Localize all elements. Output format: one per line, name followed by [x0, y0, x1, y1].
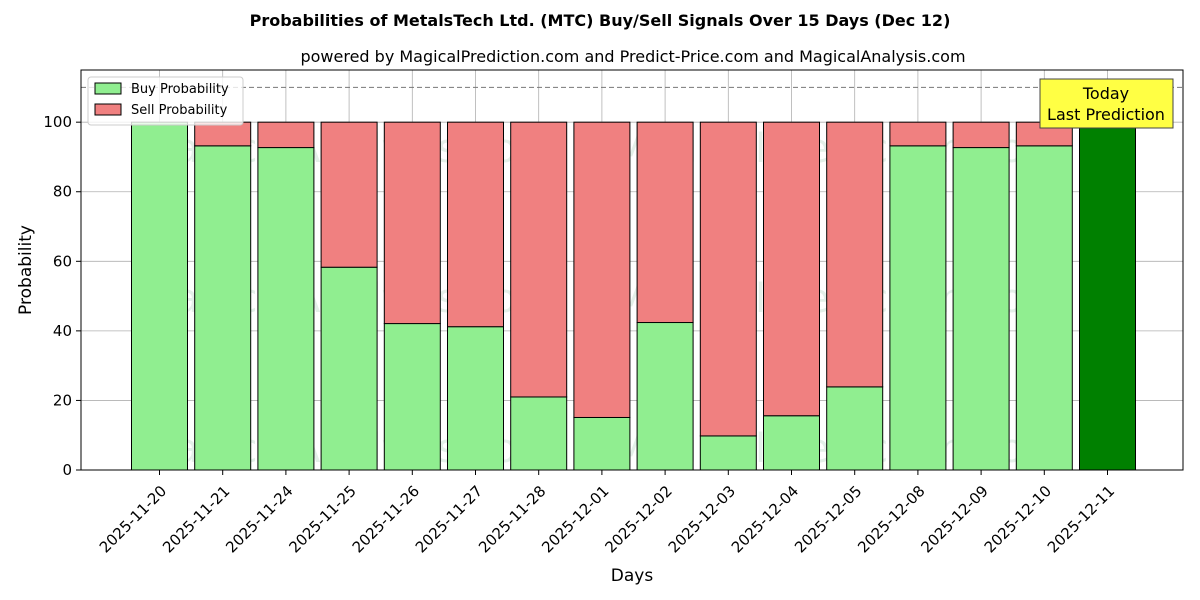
bar-sell-2025-12-03 — [699, 121, 757, 437]
bars-layer — [131, 121, 1136, 471]
x-tick-label: 2025-12-05 — [791, 482, 865, 556]
bar-buy-2025-12-10 — [1015, 145, 1073, 471]
x-tick-label: 2025-12-01 — [538, 482, 612, 556]
bar-buy-2025-12-05 — [826, 386, 884, 471]
legend-buy-swatch — [94, 82, 122, 95]
bar-sell-2025-11-28 — [510, 121, 568, 398]
y-tick-label: 80 — [53, 183, 72, 201]
x-tick-label: 2025-12-11 — [1044, 482, 1118, 556]
bar-sell-2025-12-02 — [636, 121, 694, 324]
bar-buy-2025-12-04 — [763, 415, 820, 471]
y-tick-label: 60 — [53, 252, 72, 270]
bar-buy-2025-11-26 — [383, 323, 441, 471]
legend-box — [87, 76, 244, 126]
bar-buy-2025-12-08 — [889, 145, 947, 471]
chart-subtitle: powered by MagicalPrediction.com and Pre… — [300, 47, 965, 66]
bar-buy-2025-12-01 — [573, 416, 631, 471]
bar-sell-2025-11-25 — [320, 121, 378, 268]
x-tick-label: 2025-12-03 — [665, 482, 739, 556]
legend: Buy Probability Sell Probability — [87, 76, 244, 126]
bar-sell-2025-12-01 — [573, 121, 631, 418]
bar-sell-2025-12-09 — [952, 121, 1010, 149]
x-tick-label: 2025-12-08 — [854, 482, 928, 556]
x-tick-label: 2025-11-20 — [96, 482, 170, 556]
chart-title: Probabilities of MetalsTech Ltd. (MTC) B… — [250, 11, 951, 30]
bar-sell-2025-12-04 — [763, 121, 820, 417]
legend-buy-label: Buy Probability — [131, 82, 229, 97]
y-tick-label: 20 — [53, 391, 72, 409]
x-tick-label: 2025-12-09 — [917, 482, 991, 556]
last-prediction-label: Last Prediction — [1047, 105, 1165, 124]
x-tick-label: 2025-11-26 — [349, 482, 423, 556]
x-tick-label: 2025-11-21 — [159, 482, 233, 556]
x-tick-label: 2025-11-24 — [222, 482, 296, 556]
bar-buy-2025-11-27 — [447, 326, 504, 471]
legend-sell-label: Sell Probability — [131, 103, 228, 118]
x-tick-label: 2025-12-02 — [601, 482, 675, 556]
x-axis-ticks: 2025-11-202025-11-212025-11-242025-11-25… — [96, 470, 1118, 556]
bar-buy-2025-12-09 — [952, 147, 1010, 471]
y-axis-ticks: 0 20 40 60 80 100 — [43, 113, 81, 479]
bar-buy-2025-11-20 — [131, 121, 188, 471]
bar-sell-2025-12-05 — [826, 121, 884, 388]
bar-buy-2025-11-25 — [320, 266, 378, 471]
y-tick-label: 0 — [62, 461, 72, 479]
x-tick-label: 2025-11-27 — [412, 482, 486, 556]
x-axis-label: Days — [611, 566, 654, 586]
plot-frame — [80, 69, 1184, 471]
bar-buy-2025-11-28 — [510, 396, 568, 471]
bar-sell-2025-11-21 — [194, 121, 252, 147]
bar-sell-2025-11-26 — [383, 121, 441, 325]
bar-buy-2025-11-21 — [194, 145, 252, 471]
bar-buy-2025-12-11 — [1079, 121, 1136, 471]
bar-buy-2025-12-02 — [636, 322, 694, 471]
bar-sell-2025-11-24 — [257, 121, 315, 149]
bar-sell-2025-11-27 — [447, 121, 504, 328]
bar-buy-2025-11-24 — [257, 147, 315, 471]
bar-sell-2025-12-08 — [889, 121, 947, 147]
x-tick-label: 2025-12-10 — [981, 482, 1055, 556]
y-tick-label: 40 — [53, 322, 72, 340]
x-tick-label: 2025-11-25 — [285, 482, 359, 556]
today-annotation-box — [1039, 78, 1174, 129]
legend-sell-swatch — [94, 103, 122, 116]
today-annotation: Today Last Prediction — [1039, 78, 1174, 129]
x-tick-label: 2025-12-04 — [728, 482, 802, 556]
bar-buy-2025-12-03 — [699, 435, 757, 471]
today-label: Today — [1082, 84, 1129, 103]
y-tick-label: 100 — [43, 113, 72, 131]
y-axis-label: Probability — [16, 225, 36, 315]
x-tick-label: 2025-11-28 — [475, 482, 549, 556]
